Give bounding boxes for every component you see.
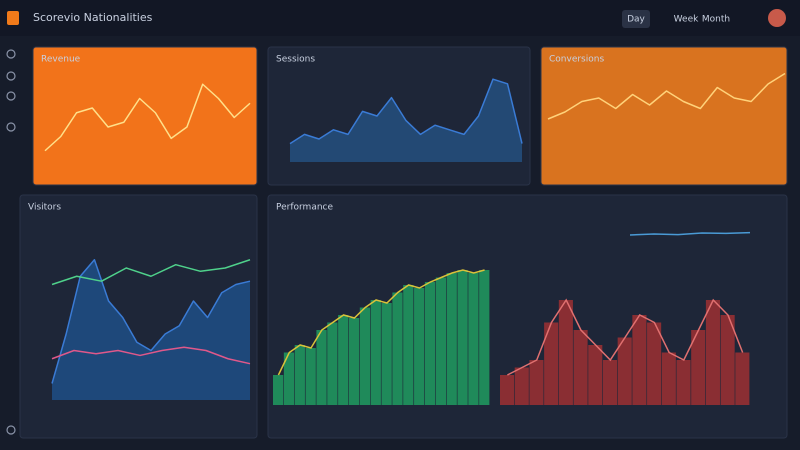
bar bbox=[691, 330, 706, 405]
panel-title: Revenue bbox=[41, 55, 81, 65]
line bbox=[51, 259, 251, 286]
area bbox=[52, 259, 250, 400]
bar-edge bbox=[277, 269, 485, 376]
bar bbox=[720, 315, 735, 405]
range-button[interactable]: Month bbox=[702, 15, 730, 25]
top-bar bbox=[0, 0, 800, 36]
nav-icon[interactable] bbox=[6, 91, 16, 101]
bar bbox=[381, 303, 392, 405]
bar bbox=[457, 270, 468, 405]
bar bbox=[479, 270, 490, 405]
bar bbox=[617, 337, 632, 405]
bar bbox=[705, 300, 720, 405]
bar bbox=[294, 345, 305, 405]
range-button[interactable]: Day bbox=[627, 15, 645, 25]
bar bbox=[529, 360, 544, 405]
bar bbox=[327, 322, 338, 405]
range-button[interactable]: Week bbox=[674, 15, 699, 25]
panel-title: Performance bbox=[276, 203, 333, 213]
line bbox=[289, 78, 523, 145]
nav-icon[interactable] bbox=[6, 49, 16, 59]
bar bbox=[500, 375, 515, 405]
bar bbox=[414, 288, 425, 405]
nav-icon[interactable] bbox=[6, 425, 16, 435]
bar bbox=[602, 360, 618, 405]
bar bbox=[435, 277, 446, 405]
bar bbox=[676, 360, 691, 405]
bar bbox=[661, 352, 676, 405]
panel-title: Conversions bbox=[549, 55, 604, 65]
app-title: Scorevio Nationalities bbox=[33, 11, 153, 24]
bar bbox=[573, 330, 588, 405]
bar bbox=[424, 282, 436, 405]
line bbox=[547, 72, 786, 120]
button-bg bbox=[622, 10, 650, 28]
bar bbox=[403, 285, 414, 405]
bar bbox=[468, 273, 479, 405]
bar bbox=[544, 322, 559, 405]
bar bbox=[370, 300, 381, 405]
panel-title: Visitors bbox=[28, 203, 61, 213]
nav-icon[interactable] bbox=[6, 71, 16, 81]
bar bbox=[632, 315, 647, 405]
line bbox=[629, 231, 751, 236]
bar-edge bbox=[507, 298, 744, 376]
logo bbox=[7, 11, 19, 25]
line bbox=[44, 83, 251, 152]
bar bbox=[283, 352, 295, 405]
bar bbox=[446, 273, 457, 405]
line bbox=[51, 259, 251, 384]
bar bbox=[514, 367, 529, 405]
panel bbox=[540, 46, 788, 186]
bar bbox=[735, 352, 750, 405]
bar bbox=[359, 307, 371, 405]
bar bbox=[305, 348, 316, 405]
bar bbox=[392, 292, 403, 405]
bar bbox=[588, 345, 603, 405]
nav-icon[interactable] bbox=[6, 122, 16, 132]
panel bbox=[32, 46, 258, 186]
bar bbox=[316, 330, 327, 405]
avatar[interactable] bbox=[768, 9, 786, 27]
bar bbox=[348, 318, 360, 405]
bar bbox=[338, 315, 349, 405]
bar bbox=[647, 322, 662, 405]
line bbox=[51, 346, 251, 365]
bar bbox=[273, 375, 284, 405]
panel-title: Sessions bbox=[276, 55, 315, 65]
bar bbox=[558, 300, 573, 405]
